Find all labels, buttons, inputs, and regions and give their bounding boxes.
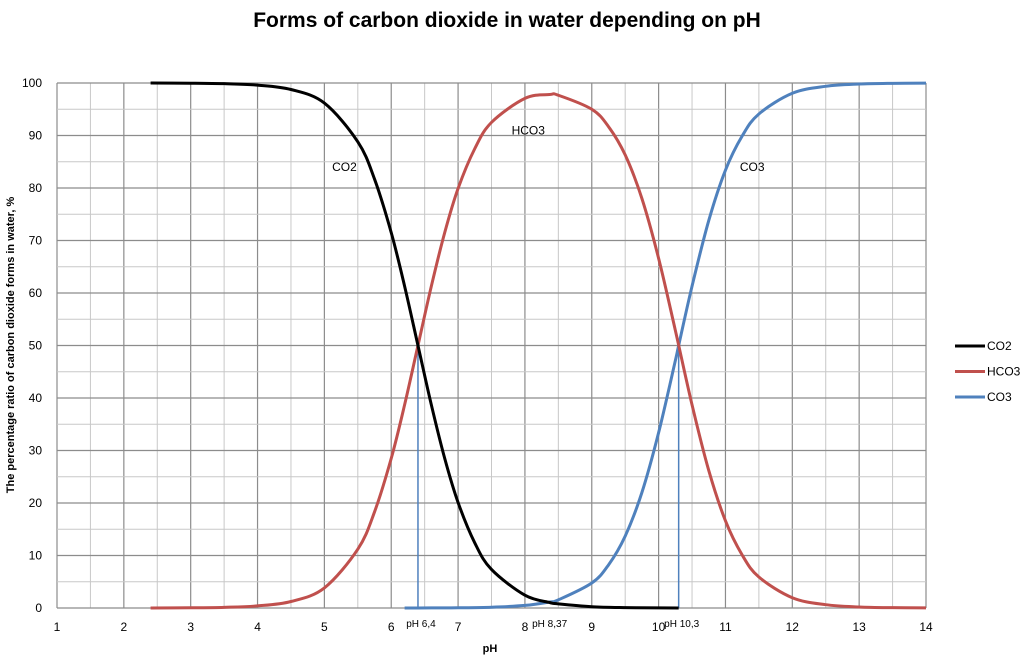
- series-line-hco3: [150, 92, 927, 610]
- x-tick-label: 1: [54, 620, 61, 634]
- legend-label-hco3: HCO3: [987, 365, 1021, 379]
- x-tick-label: 8: [522, 620, 529, 634]
- x-tick-label: 6: [388, 620, 395, 634]
- legend: CO2 HCO3 CO3: [955, 339, 1021, 404]
- series-line-co3: [404, 81, 927, 610]
- y-tick-label: 10: [29, 549, 43, 563]
- curve-label: CO2: [332, 160, 357, 174]
- marker-label: pH 8,37: [532, 619, 567, 630]
- y-tick-label: 80: [29, 181, 43, 195]
- x-tick-label: 12: [786, 620, 800, 634]
- x-tick-label: 13: [852, 620, 866, 634]
- y-tick-label: 40: [29, 391, 43, 405]
- y-tick-label: 0: [35, 601, 42, 615]
- y-tick-label: 50: [29, 339, 43, 353]
- y-tick-label: 20: [29, 496, 43, 510]
- ph-markers: pH 6,4 pH 8,37 pH 10,3: [406, 345, 700, 630]
- x-axis-label: pH: [483, 643, 498, 655]
- grid: [56, 82, 927, 609]
- x-ticks: 1 2 3 4 5 6 7 8 9 10 11 12 13 14: [54, 620, 933, 634]
- y-axis-label: The percentage ratio of carbon dioxide f…: [5, 197, 17, 494]
- y-tick-label: 100: [22, 76, 42, 90]
- curve-labels: CO2 HCO3 CO3: [332, 123, 765, 174]
- x-tick-label: 11: [719, 620, 732, 634]
- x-tick-label: 10: [652, 620, 666, 634]
- series-lines: [150, 81, 927, 610]
- y-tick-label: 30: [29, 444, 43, 458]
- x-tick-label: 9: [588, 620, 595, 634]
- legend-label-co3: CO3: [987, 390, 1012, 404]
- y-tick-label: 90: [29, 129, 43, 143]
- series-line-co2: [150, 81, 679, 610]
- marker-label: pH 6,4: [406, 619, 436, 630]
- marker-label: pH 10,3: [664, 619, 699, 630]
- legend-label-co2: CO2: [987, 339, 1012, 353]
- y-tick-label: 60: [29, 286, 43, 300]
- x-tick-label: 14: [919, 620, 933, 634]
- x-tick-label: 3: [187, 620, 194, 634]
- curve-label: HCO3: [512, 123, 546, 137]
- x-tick-label: 2: [121, 620, 128, 634]
- x-tick-label: 7: [455, 620, 462, 634]
- x-tick-label: 5: [321, 620, 328, 634]
- curve-label: CO3: [740, 160, 765, 174]
- chart-title: Forms of carbon dioxide in water dependi…: [253, 9, 761, 32]
- y-tick-label: 70: [29, 234, 43, 248]
- x-tick-label: 4: [254, 620, 261, 634]
- y-ticks: 0 10 20 30 40 50 60 70 80 90 100: [22, 76, 42, 615]
